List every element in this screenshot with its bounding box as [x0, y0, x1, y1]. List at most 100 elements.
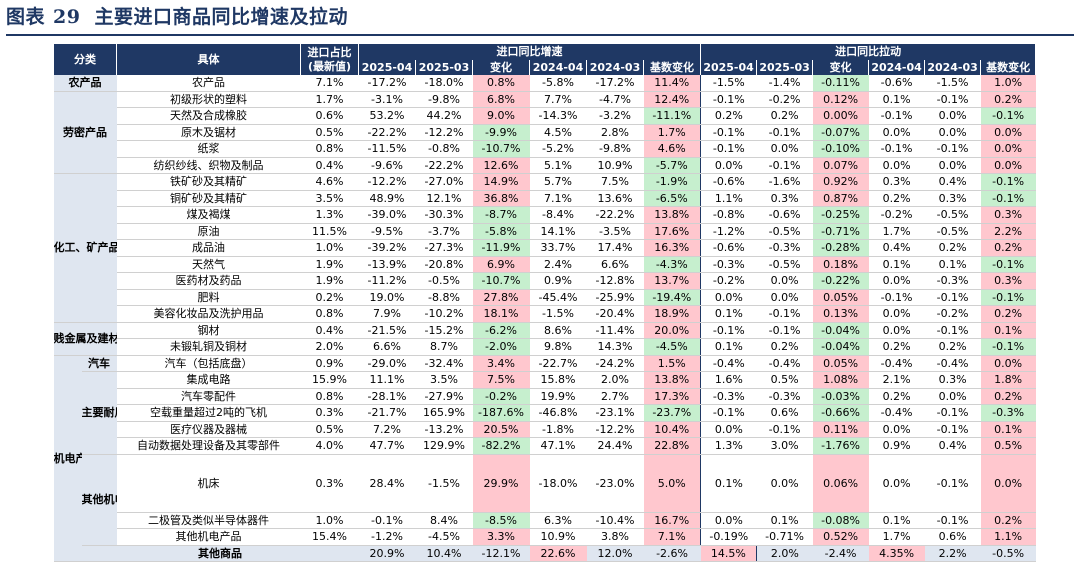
pull--cell: 0.5%: [980, 437, 1036, 455]
item-cell: 二极管及类似半导体器件: [116, 512, 301, 529]
growth--cell: 6.9%: [472, 256, 530, 273]
table-row: 纺织纱线、织物及制品 0.4% -9.6% -22.2% 12.6% 5.1% 10.9% -…: [54, 157, 1036, 174]
growth-2024-03-cell: -2.6%: [643, 545, 701, 562]
growth--cell: -5.7%: [643, 157, 701, 174]
growth--cell: -1.9%: [643, 173, 701, 191]
growth-2024-04-cell: 7.1%: [529, 190, 587, 207]
growth--cell: 22.8%: [643, 437, 701, 455]
pull-2024-04-cell: -0.2%: [868, 206, 925, 224]
subheader-growth-4: 2024-03: [586, 59, 644, 75]
title-rule: [6, 34, 1074, 36]
pull-2025-04-cell: -0.4%: [700, 355, 757, 372]
growth-2025-03-cell: -27.3%: [415, 239, 473, 257]
pull-2024-04-cell: 0.4%: [868, 239, 925, 257]
share-cell: 3.5%: [300, 190, 359, 207]
pull-2024-03-cell: 0.0%: [924, 124, 981, 141]
category-cell: 化工、矿产品: [53, 173, 117, 323]
pull-2025-03-cell: 0.0%: [756, 140, 813, 158]
pull--cell: 0.2%: [980, 388, 1036, 405]
item-cell: 美容化妆品及洗护用品: [116, 305, 301, 323]
growth-2024-03-cell: 13.6%: [586, 190, 644, 207]
growth-2024-03-cell: -23.1%: [586, 404, 644, 422]
pull-2025-04-cell: 0.1%: [700, 454, 757, 513]
growth-2024-04-cell: -5.8%: [529, 75, 587, 92]
pull-2025-04-cell: 0.0%: [700, 512, 757, 529]
pull-2025-03-cell: 0.0%: [756, 289, 813, 306]
growth--cell: 20.5%: [472, 421, 530, 438]
pull-2025-04-cell: 0.1%: [700, 338, 757, 356]
growth-2025-03-cell: -12.2%: [415, 124, 473, 141]
growth-2025-03-cell: -27.9%: [415, 388, 473, 405]
pull-2024-03-cell: -0.1%: [924, 289, 981, 306]
growth-2024-04-cell: 33.7%: [529, 239, 587, 257]
growth-2024-03-cell: 17.4%: [586, 239, 644, 257]
pull-2024-04-cell: 0.0%: [868, 157, 925, 174]
growth-2024-04-cell: -46.8%: [529, 404, 587, 422]
growth-2025-03-cell: -22.2%: [415, 157, 473, 174]
growth--cell: -8.7%: [472, 206, 530, 224]
table-row: 其他机电产品（机电中间品）机床0.3%28.4%-1.5%29.9%-18.0%…: [54, 454, 1036, 546]
table-row: 天然气 1.9% -13.9% -20.8% 6.9% 2.4% 6.6% -4.3% -0.3…: [54, 256, 1036, 273]
growth-2024-03-cell: -17.2%: [586, 75, 644, 92]
table-row: 农产品 农产品 7.1% -17.2% -18.0% 0.8% -5.8% -17.2% 11.…: [53, 75, 1036, 92]
pull-2024-04-cell: 2.2%: [924, 545, 981, 562]
pull-2025-04-cell: 1.1%: [700, 190, 757, 207]
pull--cell: 1.8%: [980, 371, 1036, 389]
item-cell: 肥料: [116, 289, 301, 306]
table-row: 二极管及类似半导体器件 1.0% -0.1% 8.4% -8.5% 6.3% -10.4% 1…: [54, 512, 1036, 529]
share-cell: 1.0%: [300, 512, 359, 529]
growth--cell: -6.2%: [472, 322, 530, 339]
share-cell: 1.9%: [300, 272, 359, 290]
share-cell: 0.6%: [300, 107, 359, 125]
pull--cell: 0.0%: [980, 355, 1036, 372]
growth-2024-04-cell: 4.5%: [529, 124, 587, 141]
pull-2025-04-cell: 2.0%: [756, 545, 813, 562]
subheader-pull-4: 2024-03: [924, 59, 982, 75]
growth-2025-04-cell: -12.2%: [358, 173, 416, 191]
pull-2025-04-cell: -0.2%: [700, 272, 757, 290]
pull-2024-03-cell: 0.0%: [924, 157, 981, 174]
pull-2025-04-cell: -1.2%: [700, 223, 757, 240]
figure-number: 29: [53, 6, 81, 28]
subheader-pull-2: 变化: [812, 59, 870, 75]
growth-2024-03-cell: -12.2%: [586, 421, 644, 438]
growth--cell: -23.7%: [643, 404, 701, 422]
growth-2024-03-cell: 2.0%: [586, 371, 644, 389]
table-row: 化工、矿产品 铁矿砂及其精矿 4.6% -12.2% -27.0% 14.9% 5.7% 7.…: [53, 173, 1036, 323]
pull--cell: -0.1%: [980, 190, 1036, 207]
pull-2024-04-cell: -0.1%: [868, 289, 925, 306]
growth-2025-04-cell: -0.1%: [358, 512, 416, 529]
pull-2024-04-cell: 2.1%: [868, 371, 925, 389]
growth--cell: 12.4%: [643, 91, 701, 108]
growth--cell: -0.2%: [472, 388, 530, 405]
subheader-growth-0: 2025-04: [358, 59, 416, 75]
subheader-pull-0: 2025-04: [700, 59, 758, 75]
share-cell: 0.4%: [300, 322, 359, 339]
growth--cell: 3.4%: [472, 355, 530, 372]
growth--cell: 22.6%: [529, 545, 587, 562]
pull--cell: -0.07%: [812, 124, 869, 141]
pull--cell: -1.76%: [812, 437, 869, 455]
table-row: 成品油 1.0% -39.2% -27.3% -11.9% 33.7% 17.4% 16.3%…: [54, 239, 1036, 257]
header-category: 分类: [53, 44, 117, 75]
table-row: 医药材及药品 1.9% -11.2% -0.5% -10.7% 0.9% -12.8% 13.…: [54, 272, 1036, 290]
pull-2025-03-cell: -0.1%: [756, 124, 813, 141]
pull-2025-04-cell: -0.6%: [700, 239, 757, 257]
pull-2025-03-cell: -0.5%: [756, 256, 813, 273]
pull--cell: 0.87%: [812, 190, 869, 207]
pull-2024-04-cell: 0.2%: [868, 190, 925, 207]
growth-2025-03-cell: -20.8%: [415, 256, 473, 273]
item-cell: 原木及锯材: [116, 124, 301, 141]
pull-2025-04-cell: -1.5%: [700, 75, 757, 92]
pull-2024-03-cell: -0.1%: [924, 322, 981, 339]
item-cell: 钢材: [116, 322, 301, 339]
subheader-growth-5: 基数变化: [642, 59, 702, 75]
subcategory-cell: 汽车: [81, 355, 117, 372]
growth-2025-04-cell: -29.0%: [358, 355, 416, 372]
pull-2025-04-cell: -0.1%: [700, 140, 757, 158]
pull--cell: -0.1%: [980, 256, 1036, 273]
pull-2025-03-cell: -0.1%: [756, 157, 813, 174]
growth--cell: 1.7%: [643, 124, 701, 141]
growth-2025-04-cell: -11.2%: [358, 272, 416, 290]
share-cell: 0.2%: [300, 289, 359, 306]
